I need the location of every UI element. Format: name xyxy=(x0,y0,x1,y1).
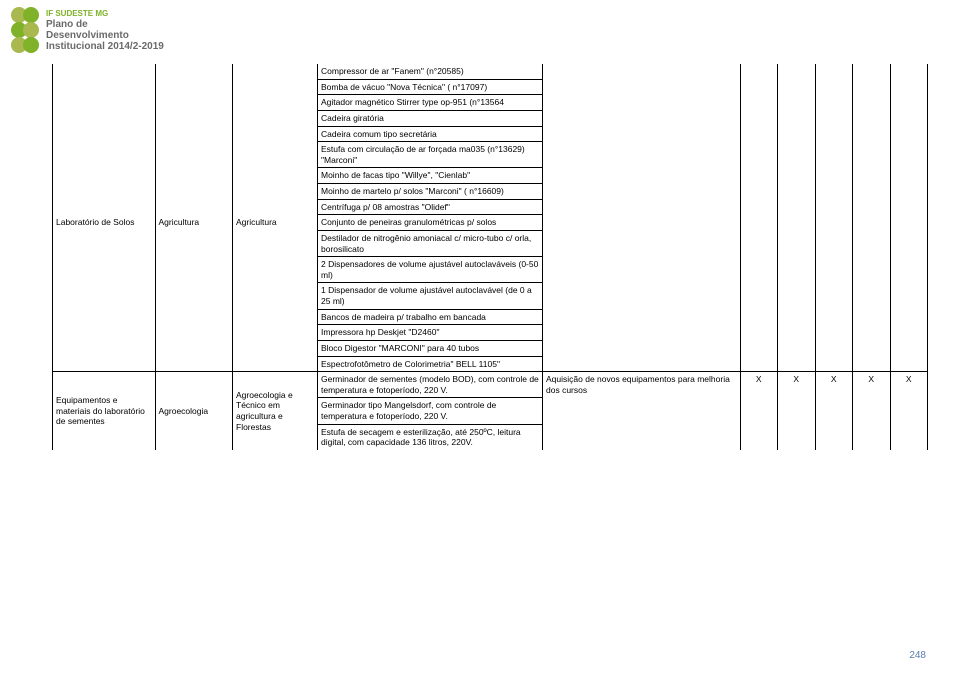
equipment-table: Compressor de ar "Fanem" (n°20585) Bomba… xyxy=(52,64,928,450)
cell-x4: X xyxy=(853,372,891,450)
cell-item: Cadeira giratória xyxy=(318,110,543,126)
brand-line-4: Institucional 2014/2-2019 xyxy=(46,41,164,52)
cell-lab: Equipamentos e materiais do laboratório … xyxy=(53,372,156,450)
cell-item: Conjunto de peneiras granulométricas p/ … xyxy=(318,215,543,231)
cell-item: Moinho de martelo p/ solos "Marconi" ( n… xyxy=(318,184,543,200)
cell-area: Agricultura xyxy=(233,215,318,372)
cell-x1 xyxy=(740,64,778,372)
cell-item: Bancos de madeira p/ trabalho em bancada xyxy=(318,309,543,325)
cell-course: Agricultura xyxy=(155,215,233,372)
cell-x3: X xyxy=(815,372,853,450)
cell-x4 xyxy=(853,64,891,372)
header-logo: IF SUDESTE MG Plano de Desenvolvimento I… xyxy=(10,6,164,56)
cell-course xyxy=(155,64,233,215)
cell-area xyxy=(233,64,318,215)
cell-x2 xyxy=(778,64,816,372)
cell-item: Espectrofotômetro de Colorimetria" BELL … xyxy=(318,356,543,372)
brand-line-2: Plano de xyxy=(46,19,164,30)
cell-item: Impressora hp Deskjet "D2460" xyxy=(318,325,543,341)
cell-item: Cadeira comum tipo secretária xyxy=(318,126,543,142)
brand-line-3: Desenvolvimento xyxy=(46,30,164,41)
cell-x2: X xyxy=(778,372,816,450)
brand-icon xyxy=(10,6,40,56)
cell-x5 xyxy=(890,64,928,372)
cell-item: Bloco Digestor "MARCONI" para 40 tubos xyxy=(318,340,543,356)
cell-item: 2 Dispensadores de volume ajustável auto… xyxy=(318,257,543,283)
cell-just: Aquisição de novos equipamentos para mel… xyxy=(543,372,741,450)
brand-text: IF SUDESTE MG Plano de Desenvolvimento I… xyxy=(46,10,164,52)
cell-course: Agroecologia xyxy=(155,372,233,450)
cell-item: Centrífuga p/ 08 amostras "Olidef" xyxy=(318,199,543,215)
brand-line-1: IF SUDESTE MG xyxy=(46,10,164,19)
cell-x1: X xyxy=(740,372,778,450)
page-number: 248 xyxy=(909,650,926,661)
cell-item: Bomba de vácuo "Nova Técnica" ( n°17097) xyxy=(318,79,543,95)
cell-x5: X xyxy=(890,372,928,450)
cell-x3 xyxy=(815,64,853,372)
cell-item: Germinador de sementes (modelo BOD), com… xyxy=(318,372,543,398)
cell-item: Compressor de ar "Fanem" (n°20585) xyxy=(318,64,543,79)
cell-area: Agroecologia e Técnico em agricultura e … xyxy=(233,372,318,450)
table-row: Compressor de ar "Fanem" (n°20585) xyxy=(53,64,928,79)
main-table-wrapper: Compressor de ar "Fanem" (n°20585) Bomba… xyxy=(52,64,928,450)
cell-item: Estufa com circulação de ar forçada ma03… xyxy=(318,142,543,168)
table-row: Equipamentos e materiais do laboratório … xyxy=(53,372,928,398)
cell-item: Destilador de nitrogênio amoniacal c/ mi… xyxy=(318,230,543,256)
cell-item: Agitador magnético Stirrer type op-951 (… xyxy=(318,95,543,111)
cell-item: 1 Dispensador de volume ajustável autocl… xyxy=(318,283,543,309)
cell-item: Germinador tipo Mangelsdorf, com control… xyxy=(318,398,543,424)
cell-lab xyxy=(53,64,156,215)
cell-item: Moinho de facas tipo "Willye", "Cienlab" xyxy=(318,168,543,184)
cell-just xyxy=(543,64,741,372)
cell-lab: Laboratório de Solos xyxy=(53,215,156,372)
cell-item: Estufa de secagem e esterilização, até 2… xyxy=(318,424,543,450)
